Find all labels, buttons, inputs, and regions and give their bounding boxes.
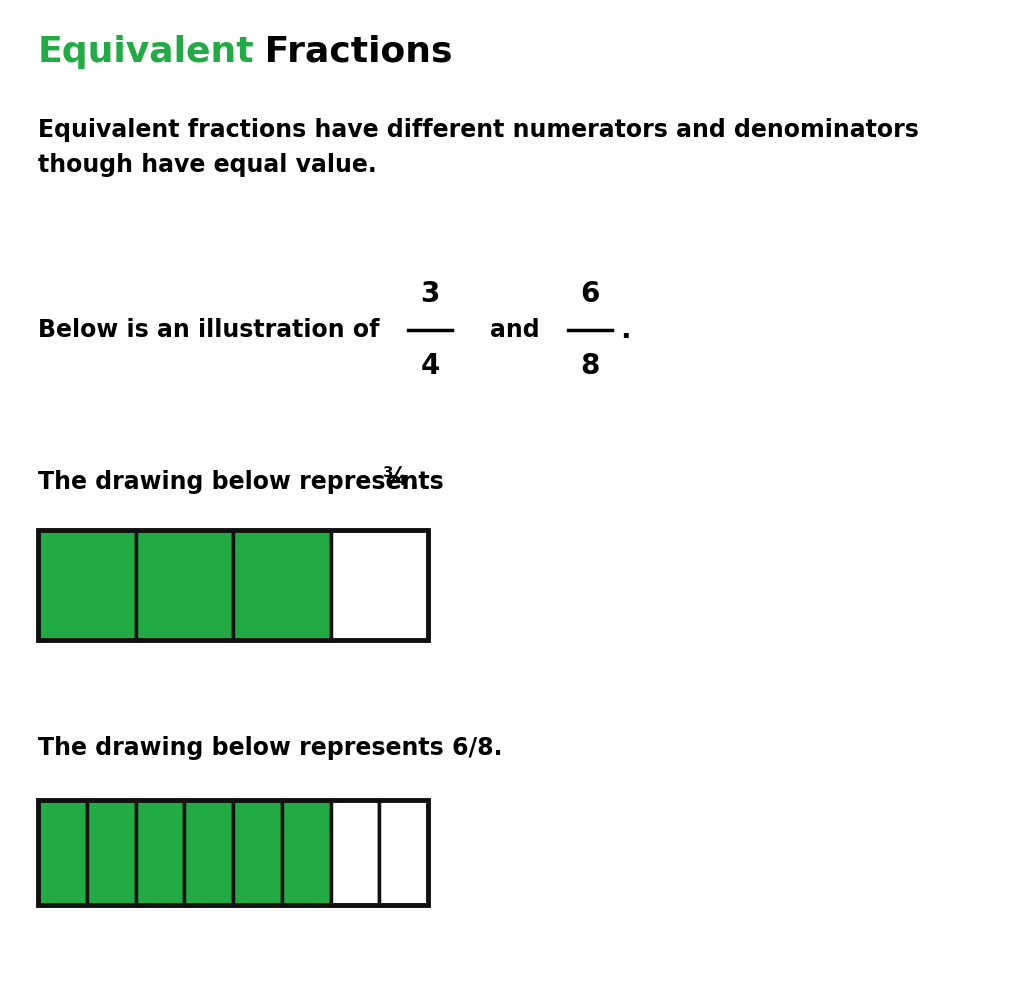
Text: Equivalent: Equivalent xyxy=(38,35,255,69)
Bar xyxy=(184,800,233,905)
Bar xyxy=(38,530,428,640)
Text: The drawing below represents: The drawing below represents xyxy=(38,470,452,494)
Bar xyxy=(331,800,379,905)
Text: and: and xyxy=(490,318,540,342)
Text: .: . xyxy=(620,316,631,344)
Bar xyxy=(282,800,331,905)
Text: Fractions: Fractions xyxy=(252,35,453,69)
Bar xyxy=(135,800,184,905)
Text: 6: 6 xyxy=(581,280,600,308)
Bar xyxy=(135,530,233,640)
Text: ¾: ¾ xyxy=(383,466,408,490)
Text: Equivalent fractions have different numerators and denominators: Equivalent fractions have different nume… xyxy=(38,118,919,142)
Text: The drawing below represents 6/8.: The drawing below represents 6/8. xyxy=(38,736,503,760)
Text: 3: 3 xyxy=(420,280,439,308)
Text: 8: 8 xyxy=(581,352,600,380)
Bar xyxy=(38,800,87,905)
Bar xyxy=(233,800,282,905)
Bar xyxy=(379,800,428,905)
Bar xyxy=(331,530,428,640)
Bar xyxy=(38,530,135,640)
Text: .: . xyxy=(410,470,419,494)
Bar xyxy=(38,800,428,905)
Bar xyxy=(233,530,331,640)
Text: Below is an illustration of: Below is an illustration of xyxy=(38,318,388,342)
Bar xyxy=(87,800,135,905)
Text: 4: 4 xyxy=(420,352,439,380)
Text: though have equal value.: though have equal value. xyxy=(38,153,377,177)
